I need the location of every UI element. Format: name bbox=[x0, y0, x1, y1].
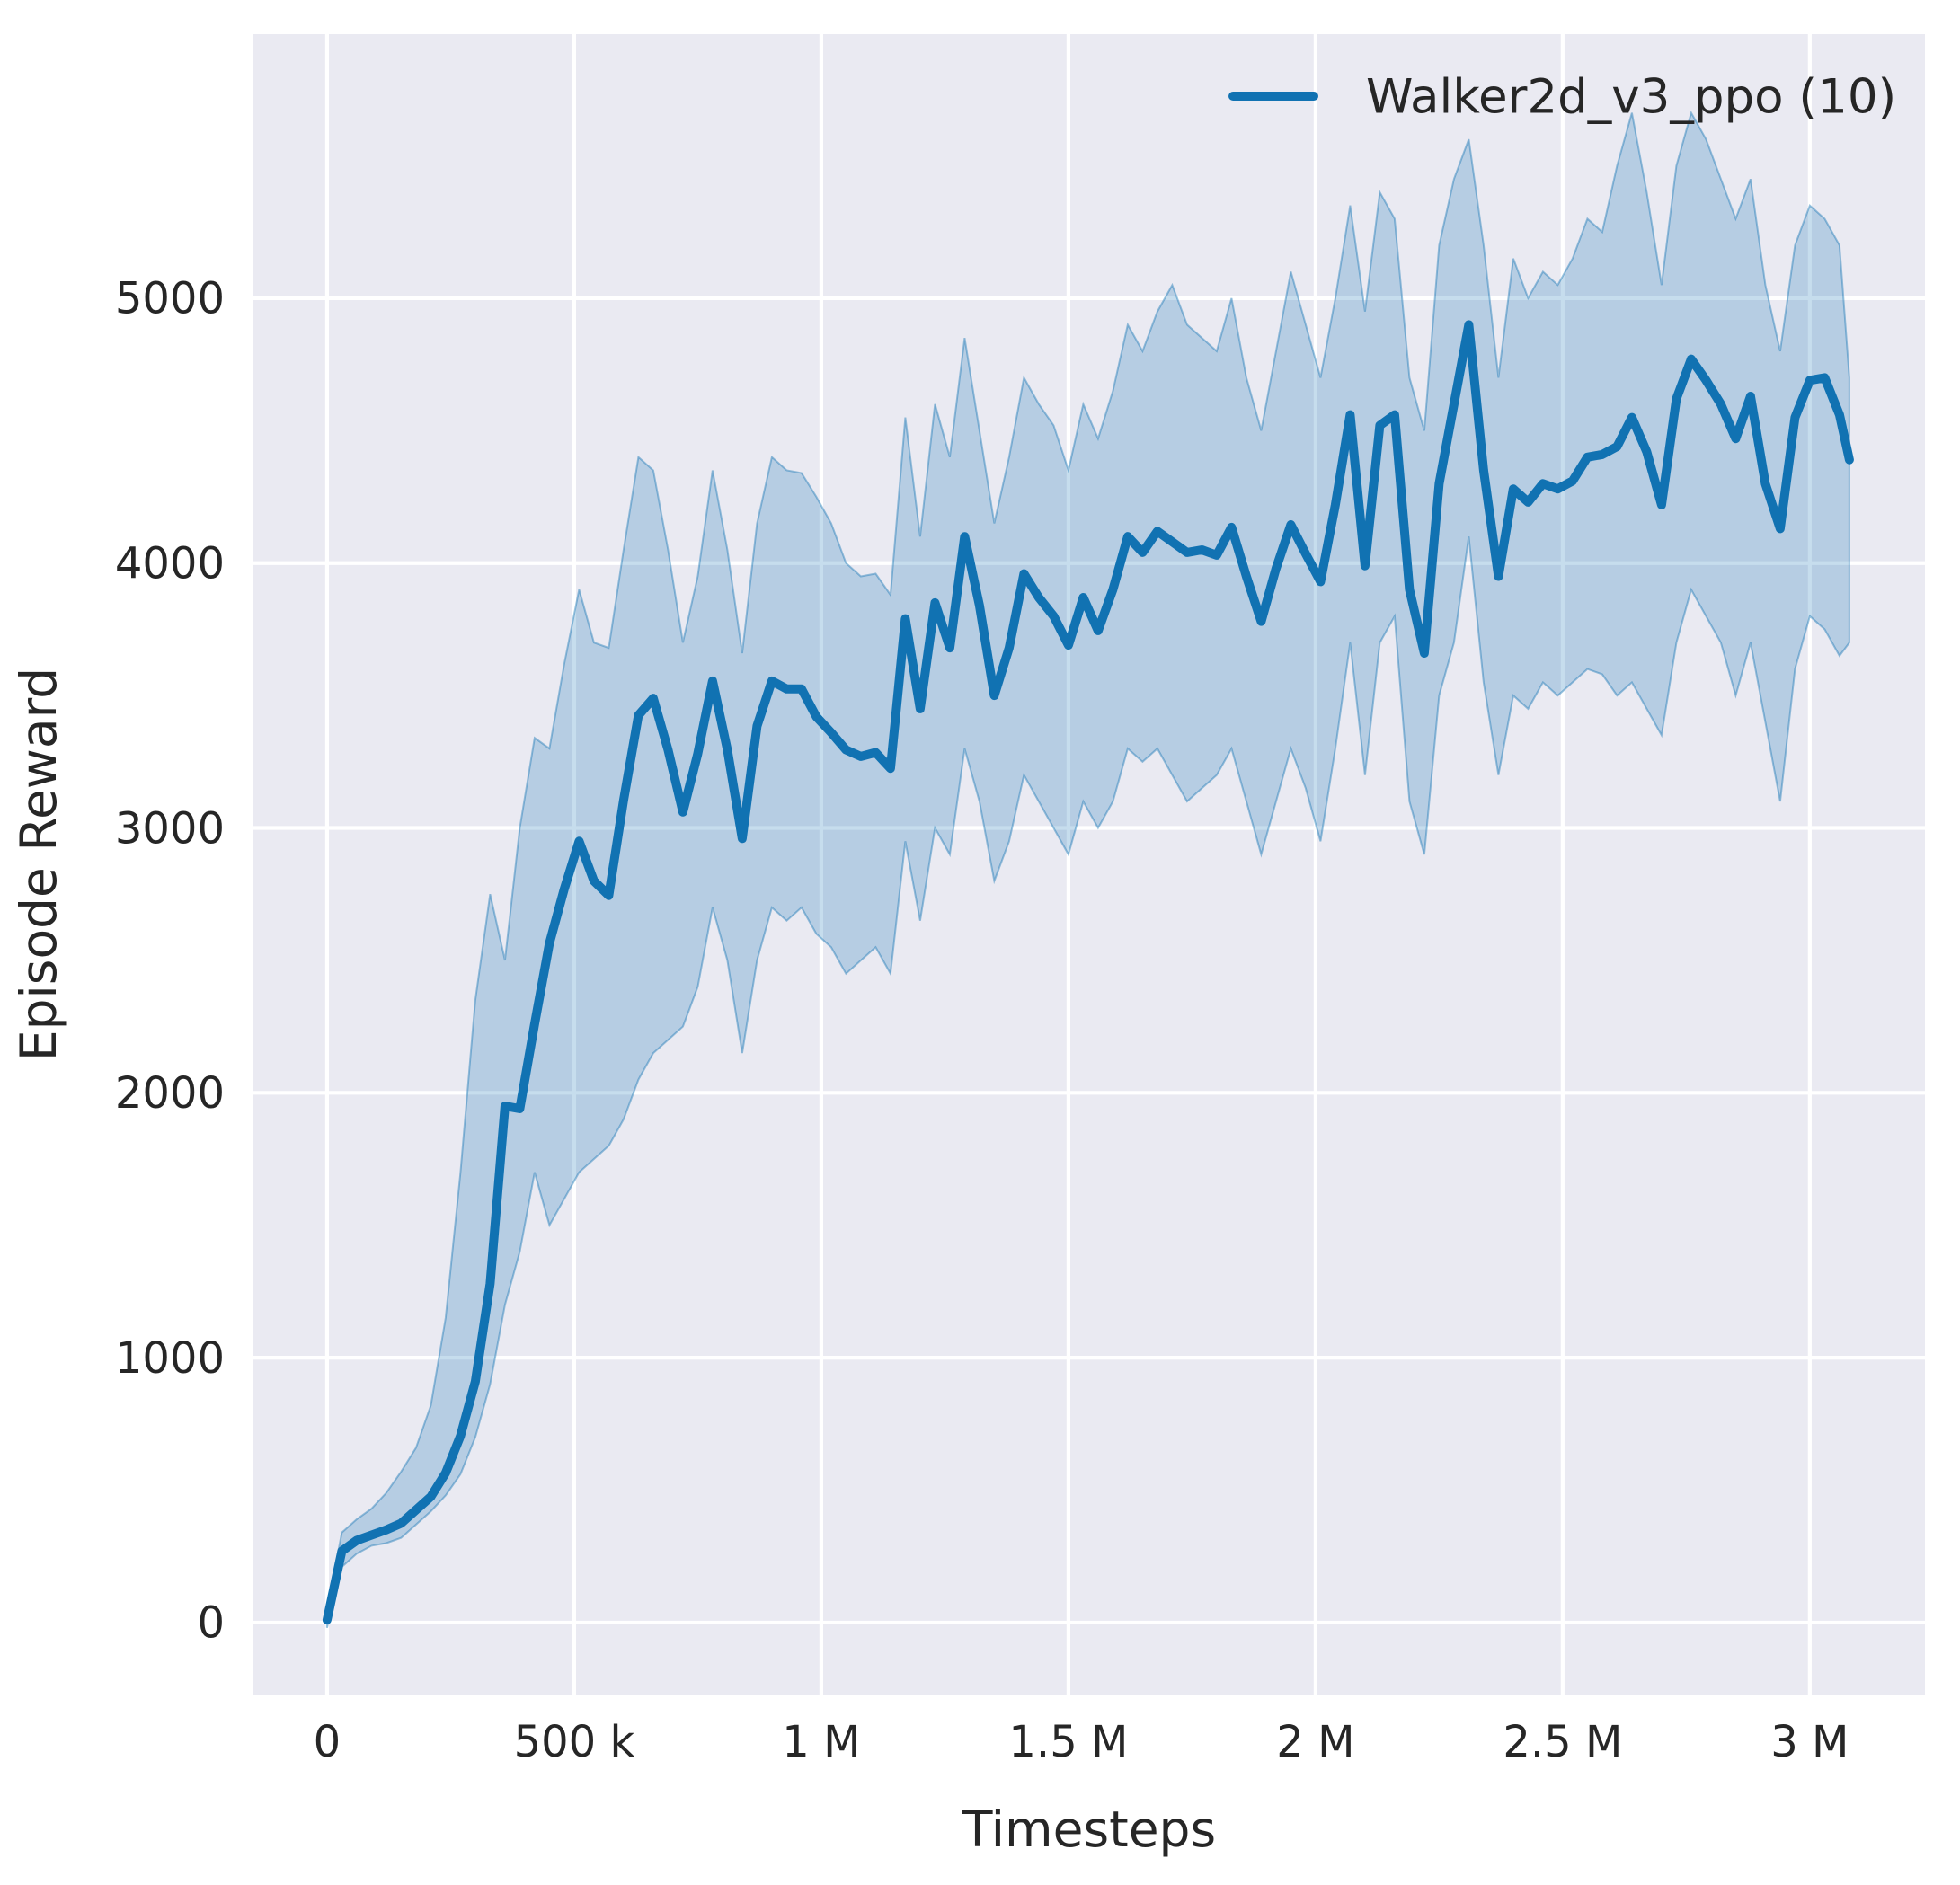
y-tick-labels: 0 1000 2000 3000 4000 5000 bbox=[115, 274, 225, 1649]
plot-area bbox=[253, 34, 1925, 1695]
y-tick-label: 3000 bbox=[115, 803, 225, 854]
y-tick-label: 0 bbox=[197, 1598, 225, 1649]
x-tick-label: 1 M bbox=[782, 1717, 860, 1767]
x-tick-labels: 0 500 k 1 M 1.5 M 2 M 2.5 M 3 M bbox=[314, 1717, 1849, 1767]
confidence-band bbox=[325, 111, 1850, 1629]
x-tick-label: 3 M bbox=[1770, 1717, 1849, 1767]
mean-line bbox=[322, 320, 1854, 1624]
legend-label: Walker2d_v3_ppo (10) bbox=[1366, 70, 1896, 125]
y-tick-label: 1000 bbox=[115, 1333, 225, 1384]
legend: Walker2d_v3_ppo (10) bbox=[1228, 70, 1896, 125]
y-tick-label: 4000 bbox=[115, 539, 225, 589]
y-axis-label: Episode Reward bbox=[10, 668, 67, 1061]
confidence-band-path bbox=[325, 111, 1850, 1629]
x-axis-label: Timesteps bbox=[962, 1801, 1216, 1858]
x-tick-label: 2.5 M bbox=[1503, 1717, 1622, 1767]
x-tick-label: 1.5 M bbox=[1008, 1717, 1128, 1767]
x-tick-label: 2 M bbox=[1276, 1717, 1354, 1767]
x-tick-label: 500 k bbox=[514, 1717, 635, 1767]
y-tick-label: 2000 bbox=[115, 1068, 225, 1119]
mean-line-path bbox=[322, 320, 1854, 1624]
x-tick-label: 0 bbox=[314, 1717, 341, 1767]
y-tick-label: 5000 bbox=[115, 274, 225, 324]
